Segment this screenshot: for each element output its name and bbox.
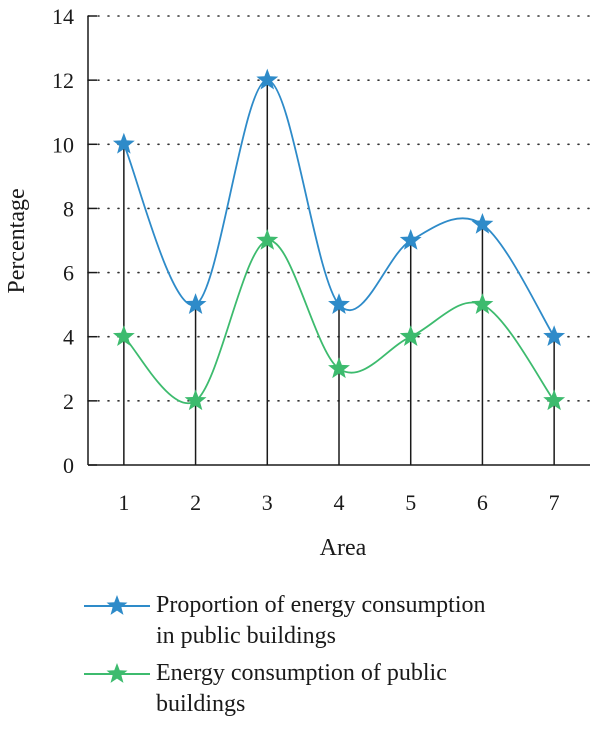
x-tick-labels: 1 2 3 4 5 6 7 [118, 490, 559, 515]
x-tick-label: 7 [549, 490, 560, 515]
drop-lines [123, 80, 555, 465]
x-tick-label: 1 [118, 490, 129, 515]
legend-swatch-energy [84, 663, 150, 683]
y-axis-title: Percentage [4, 188, 30, 293]
legend-label-proportion-line1: Proportion of energy consumption [156, 592, 486, 618]
y-tick-labels: 0 2 4 6 8 10 12 14 [52, 4, 74, 478]
y-tick-label: 12 [52, 68, 74, 93]
x-tick-label: 2 [190, 490, 201, 515]
series-1-point [328, 293, 350, 314]
series-2-point [256, 229, 279, 250]
series-2-point [112, 325, 135, 347]
series-1-point [256, 68, 279, 90]
series-markers [112, 68, 566, 411]
legend-label-proportion-line2: in public buildings [156, 623, 336, 649]
series-2-point [399, 325, 422, 347]
series-1-point [543, 325, 566, 347]
x-axis-title: Area [320, 535, 367, 561]
series-1-point [471, 212, 494, 234]
series-2-point [328, 357, 350, 379]
x-tick-label: 5 [405, 490, 416, 515]
legend-label-energy-line1: Energy consumption of public [156, 660, 447, 686]
axes [87, 15, 590, 466]
legend-star-icon [106, 595, 128, 615]
y-tick-label: 10 [52, 132, 74, 157]
legend-swatch-proportion [84, 595, 150, 615]
y-tick-label: 2 [63, 389, 74, 414]
series-1-point [399, 229, 422, 250]
legend-star-icon [106, 663, 128, 683]
series-1-point [184, 293, 207, 314]
legend: Proportion of energy consumption in publ… [84, 590, 600, 726]
x-tick-label: 6 [477, 490, 488, 515]
series-2-point [471, 293, 494, 314]
y-tick-label: 0 [63, 453, 74, 478]
x-tick-label: 3 [262, 490, 273, 515]
series-2-point [543, 389, 566, 411]
y-tick-label: 14 [52, 4, 74, 29]
y-tick-label: 8 [63, 196, 74, 221]
legend-label-energy-line2: buildings [156, 691, 246, 717]
y-tick-label: 6 [63, 261, 74, 286]
legend-item-proportion: Proportion of energy consumption in publ… [84, 590, 600, 652]
legend-item-energy: Energy consumption of public buildings [84, 658, 600, 720]
series-1-point [112, 132, 135, 154]
series-2-point [184, 389, 207, 411]
x-tick-label: 4 [334, 490, 345, 515]
y-tick-label: 4 [63, 325, 74, 350]
